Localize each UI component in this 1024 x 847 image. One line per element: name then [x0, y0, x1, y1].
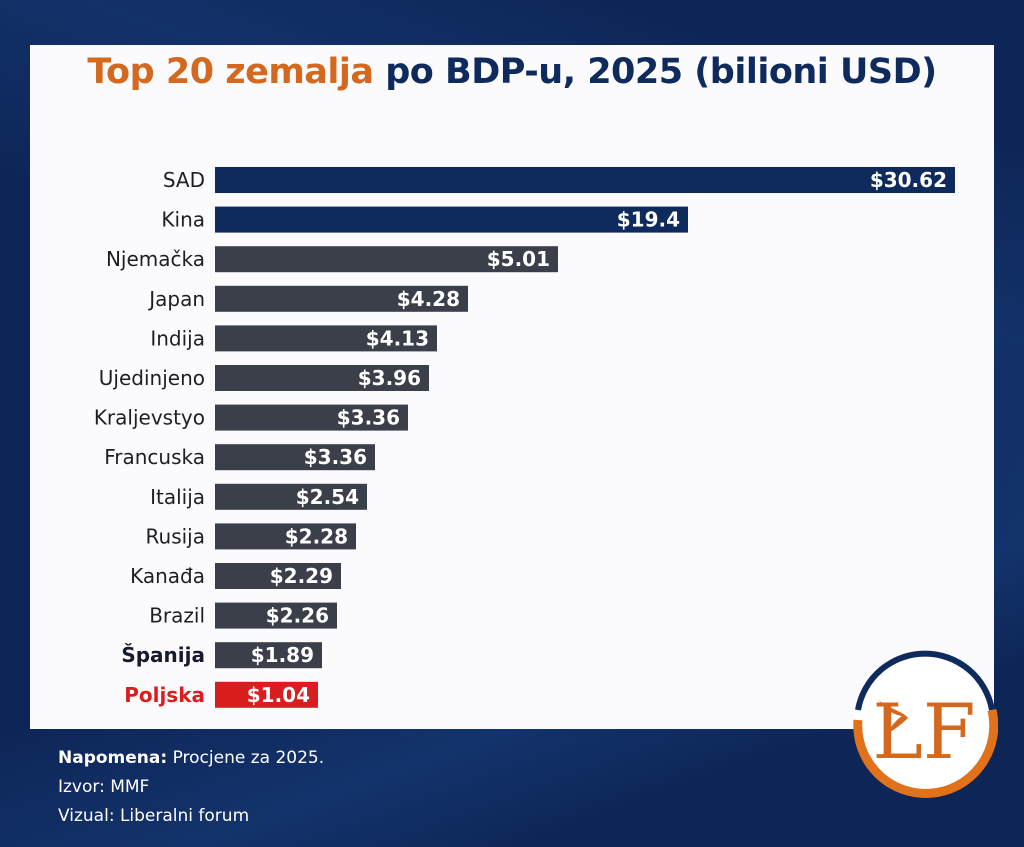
footer-visual: Vizual: Liberalni forum [58, 806, 250, 826]
bird-icon [878, 700, 908, 736]
category-label: SAD [163, 168, 205, 192]
bar-sad [215, 167, 955, 193]
category-label: Španija [121, 643, 205, 667]
category-label: Poljska [124, 683, 205, 707]
value-label: $3.36 [337, 406, 400, 430]
value-label: $2.26 [266, 604, 329, 628]
value-label: $4.13 [366, 326, 429, 350]
category-label: Kanađa [130, 564, 205, 588]
bar-italija [215, 483, 367, 510]
category-label: Brazil [149, 604, 205, 628]
value-label: $3.96 [358, 366, 421, 390]
title-main: po BDP-u, 2025 (bilioni USD) [373, 52, 937, 92]
bar-kina [215, 206, 688, 233]
chart-title: Top 20 zemalja po BDP-u, 2025 (bilioni U… [0, 52, 1024, 92]
note-text: Procjene za 2025. [167, 748, 325, 768]
category-label: Kraljevstyo [94, 406, 205, 430]
bar-španija [215, 642, 322, 669]
value-label: $2.29 [270, 564, 333, 588]
category-label: Francuska [104, 445, 205, 469]
logo-circle [854, 653, 994, 793]
value-label: $3.36 [304, 445, 367, 469]
category-label: Indija [150, 326, 205, 350]
bar-rusija [215, 523, 356, 550]
bar-poljska [215, 681, 318, 708]
title-accent: Top 20 zemalja [87, 52, 374, 92]
value-label: $19.4 [617, 208, 680, 232]
bar-njemačka [215, 246, 558, 273]
value-label: $4.28 [397, 287, 460, 311]
footer-notes: Napomena: Procjene za 2025. Izvor: MMF V… [58, 744, 324, 831]
value-label: $2.28 [285, 524, 348, 548]
bar-brazil [215, 602, 337, 629]
category-label: Rusija [146, 524, 205, 548]
note-label: Napomena: [58, 748, 168, 768]
liberalni-forum-logo: LF [853, 650, 998, 798]
bar-ujedinjeno [215, 365, 429, 391]
value-label: $1.04 [247, 683, 310, 707]
logo-ring-bottom [853, 708, 998, 798]
value-label: $1.89 [251, 643, 314, 667]
footer-source: Izvor: MMF [58, 777, 150, 797]
category-label: Njemačka [106, 247, 205, 271]
bar-francuska [215, 444, 375, 471]
value-label: $2.54 [296, 485, 359, 509]
logo-ring-top [855, 650, 995, 711]
footer-note: Napomena: Procjene za 2025. [58, 744, 324, 773]
category-label: Japan [147, 287, 205, 311]
value-label: $5.01 [487, 247, 550, 271]
category-label: Ujedinjeno [99, 366, 205, 390]
chart-card [30, 45, 994, 729]
bar-kraljevstyo [215, 404, 408, 431]
bar-japan [215, 285, 468, 312]
value-label: $30.62 [870, 168, 947, 192]
category-label: Italija [150, 485, 205, 509]
category-label: Kina [161, 208, 205, 232]
bar-indija [215, 325, 437, 352]
bar-kanađa [215, 563, 341, 589]
